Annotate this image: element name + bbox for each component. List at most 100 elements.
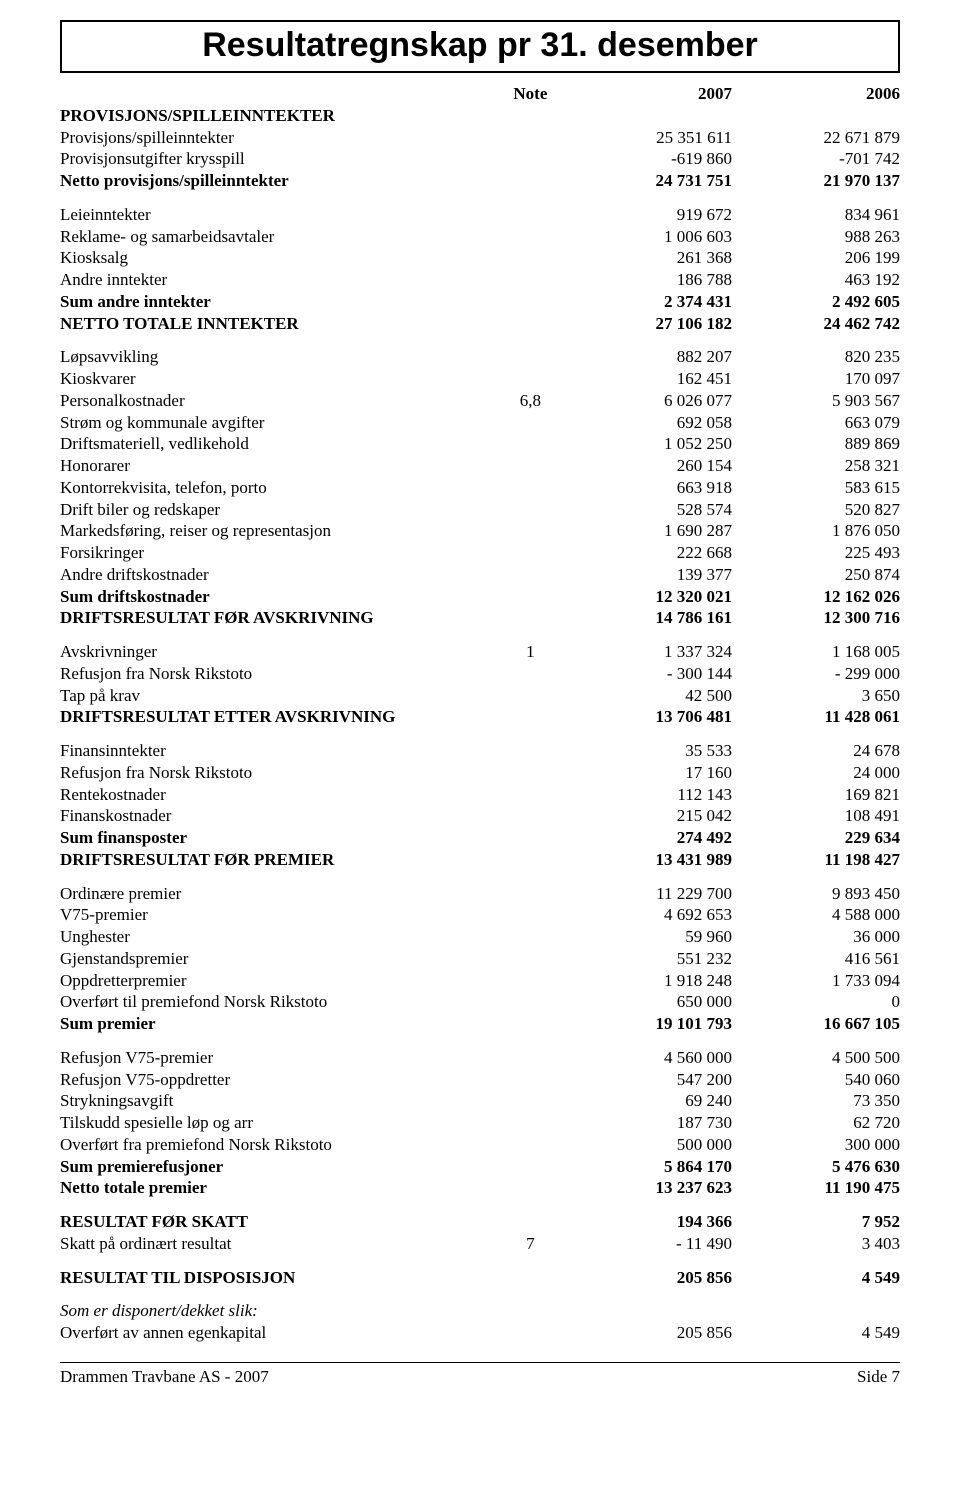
row-value-2007: 11 229 700 — [564, 883, 732, 905]
row-label: Netto provisjons/spilleinntekter — [60, 170, 497, 192]
row-note — [497, 520, 564, 542]
row-value-2006: 300 000 — [732, 1134, 900, 1156]
row-label: Netto totale premier — [60, 1177, 497, 1199]
row-value-2006: 3 403 — [732, 1233, 900, 1255]
table-row: Ordinære premier11 229 7009 893 450 — [60, 883, 900, 905]
row-note — [497, 1112, 564, 1134]
row-value-2006: 36 000 — [732, 926, 900, 948]
row-value-2006: 225 493 — [732, 542, 900, 564]
row-label: Ordinære premier — [60, 883, 497, 905]
table-row: Gjenstandspremier551 232416 561 — [60, 948, 900, 970]
row-note — [497, 313, 564, 335]
row-value-2007: 205 856 — [564, 1267, 732, 1289]
table-row: Tap på krav42 5003 650 — [60, 685, 900, 707]
row-note — [497, 1047, 564, 1069]
row-value-2007: 187 730 — [564, 1112, 732, 1134]
table-row: Avskrivninger11 337 3241 168 005 — [60, 641, 900, 663]
row-value-2006: 170 097 — [732, 368, 900, 390]
row-value-2007: 222 668 — [564, 542, 732, 564]
table-row: Sum premierefusjoner5 864 1705 476 630 — [60, 1156, 900, 1178]
row-value-2007 — [564, 105, 732, 127]
table-row: Sum andre inntekter2 374 4312 492 605 — [60, 291, 900, 313]
row-label: Unghester — [60, 926, 497, 948]
table-row: Sum finansposter274 492229 634 — [60, 827, 900, 849]
spacer-row — [60, 1255, 900, 1267]
row-value-2007: 186 788 — [564, 269, 732, 291]
row-label: RESULTAT FØR SKATT — [60, 1211, 497, 1233]
table-row: Markedsføring, reiser og representasjon 1… — [60, 520, 900, 542]
col-year2: 2006 — [732, 83, 900, 105]
row-label: Refusjon fra Norsk Rikstoto — [60, 663, 497, 685]
row-note — [497, 607, 564, 629]
spacer-row — [60, 871, 900, 883]
row-value-2006: 4 549 — [732, 1322, 900, 1344]
row-value-2007: 4 692 653 — [564, 904, 732, 926]
row-note — [497, 904, 564, 926]
row-note — [497, 499, 564, 521]
table-row: Overført til premiefond Norsk Rikstoto65… — [60, 991, 900, 1013]
row-label: Markedsføring, reiser og representasjon — [60, 520, 497, 542]
table-row: Andre driftskostnader139 377250 874 — [60, 564, 900, 586]
table-row: Andre inntekter186 788463 192 — [60, 269, 900, 291]
row-value-2007: 1 690 287 — [564, 520, 732, 542]
row-note — [497, 455, 564, 477]
row-value-2007: 13 431 989 — [564, 849, 732, 871]
row-value-2006: 169 821 — [732, 784, 900, 806]
row-label: Finansinntekter — [60, 740, 497, 762]
row-label: Forsikringer — [60, 542, 497, 564]
row-value-2006 — [732, 105, 900, 127]
row-value-2006: 4 549 — [732, 1267, 900, 1289]
row-value-2007 — [564, 1300, 732, 1322]
table-row: Overført fra premiefond Norsk Rikstoto50… — [60, 1134, 900, 1156]
row-value-2007: 215 042 — [564, 805, 732, 827]
row-value-2007: 1 006 603 — [564, 226, 732, 248]
row-note — [497, 926, 564, 948]
spacer-row — [60, 629, 900, 641]
table-row: Refusjon fra Norsk Rikstoto17 16024 000 — [60, 762, 900, 784]
row-value-2006: 229 634 — [732, 827, 900, 849]
row-value-2007: 42 500 — [564, 685, 732, 707]
table-row: Skatt på ordinært resultat7- 11 4903 403 — [60, 1233, 900, 1255]
row-value-2007: 260 154 — [564, 455, 732, 477]
spacer-row — [60, 1199, 900, 1211]
row-value-2006: 21 970 137 — [732, 170, 900, 192]
row-note — [497, 1211, 564, 1233]
row-value-2006: 24 000 — [732, 762, 900, 784]
row-label: Finanskostnader — [60, 805, 497, 827]
table-row: Refusjon V75-oppdretter547 200540 060 — [60, 1069, 900, 1091]
row-note — [497, 1267, 564, 1289]
row-value-2007: - 300 144 — [564, 663, 732, 685]
row-label: Overført til premiefond Norsk Rikstoto — [60, 991, 497, 1013]
table-row: Finansinntekter35 53324 678 — [60, 740, 900, 762]
table-row: Forsikringer 222 668225 493 — [60, 542, 900, 564]
row-value-2007: 919 672 — [564, 204, 732, 226]
row-label: Overført fra premiefond Norsk Rikstoto — [60, 1134, 497, 1156]
row-note — [497, 346, 564, 368]
row-label: DRIFTSRESULTAT FØR PREMIER — [60, 849, 497, 871]
row-label: Kioskvarer — [60, 368, 497, 390]
row-value-2007: 274 492 — [564, 827, 732, 849]
row-note — [497, 291, 564, 313]
row-value-2006: 258 321 — [732, 455, 900, 477]
row-label: Provisjonsutgifter krysspill — [60, 148, 497, 170]
row-note — [497, 784, 564, 806]
row-value-2006: 3 650 — [732, 685, 900, 707]
row-note: 1 — [497, 641, 564, 663]
table-row: Refusjon V75-premier4 560 0004 500 500 — [60, 1047, 900, 1069]
footer-right: Side 7 — [857, 1367, 900, 1387]
spacer-row — [60, 1035, 900, 1047]
row-note — [497, 706, 564, 728]
row-label: Sum premierefusjoner — [60, 1156, 497, 1178]
table-row: Kiosksalg261 368206 199 — [60, 247, 900, 269]
row-value-2006: 2 492 605 — [732, 291, 900, 313]
row-value-2006: 583 615 — [732, 477, 900, 499]
spacer-row — [60, 728, 900, 740]
row-value-2007: 35 533 — [564, 740, 732, 762]
spacer-row — [60, 192, 900, 204]
row-note — [497, 226, 564, 248]
row-label: Gjenstandspremier — [60, 948, 497, 970]
table-row: Kontorrekvisita, telefon, porto663 91858… — [60, 477, 900, 499]
row-value-2007: 1 337 324 — [564, 641, 732, 663]
table-row: Netto totale premier13 237 62311 190 475 — [60, 1177, 900, 1199]
row-label: Oppdretterpremier — [60, 970, 497, 992]
